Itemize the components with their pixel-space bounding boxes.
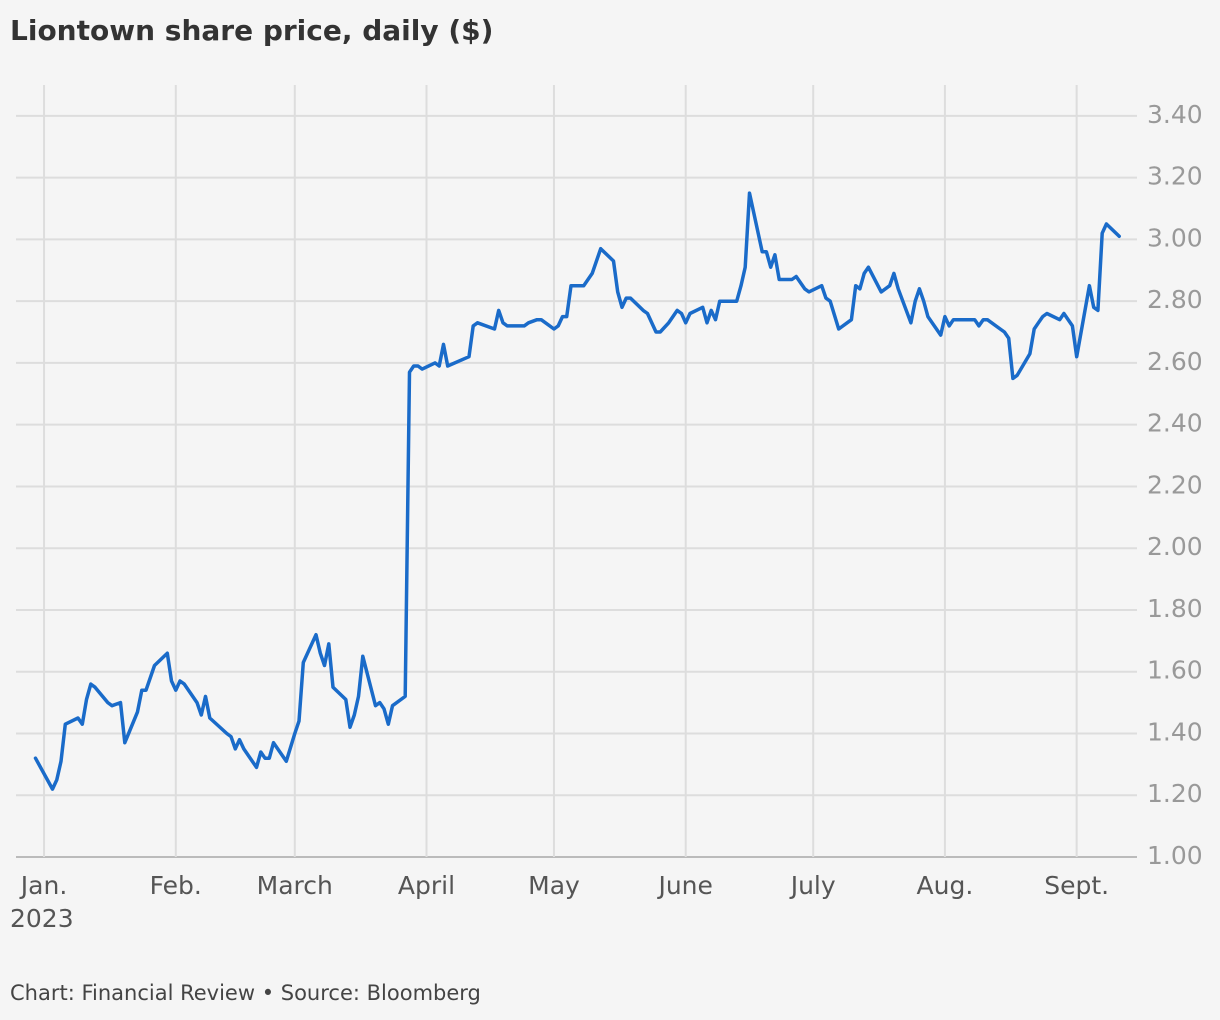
- y-tick-label: 3.40: [1147, 100, 1203, 129]
- x-tick-label: June: [656, 871, 712, 900]
- price-line: [33, 191, 1121, 791]
- source: Chart: Financial Review • Source: Bloomb…: [10, 981, 481, 1005]
- x-tick-label: Feb.: [150, 871, 202, 900]
- y-tick-label: 2.20: [1147, 470, 1203, 499]
- y-tick-label: 2.60: [1147, 347, 1203, 376]
- x-tick-label: Sept.: [1044, 871, 1109, 900]
- y-tick-label: 3.00: [1147, 223, 1203, 252]
- x-tick-label: March: [257, 871, 333, 900]
- x-tick-label: April: [398, 871, 455, 900]
- x-tick-label: May: [528, 871, 580, 900]
- x-tick-label: Aug.: [917, 871, 974, 900]
- x-tick-label: Jan.: [19, 871, 67, 900]
- year-label: 2023: [10, 904, 74, 933]
- y-tick-label: 1.40: [1147, 717, 1203, 746]
- y-tick-label: 1.00: [1147, 841, 1203, 870]
- y-tick-label: 1.60: [1147, 656, 1203, 685]
- y-tick-label: 2.00: [1147, 532, 1203, 561]
- y-tick-label: 3.20: [1147, 162, 1203, 191]
- y-tick-label: 2.80: [1147, 285, 1203, 314]
- y-tick-label: 1.20: [1147, 779, 1203, 808]
- chart-title: Liontown share price, daily ($): [10, 14, 493, 47]
- y-tick-label: 1.80: [1147, 594, 1203, 623]
- x-tick-label: July: [789, 871, 836, 900]
- y-tick-label: 2.40: [1147, 409, 1203, 438]
